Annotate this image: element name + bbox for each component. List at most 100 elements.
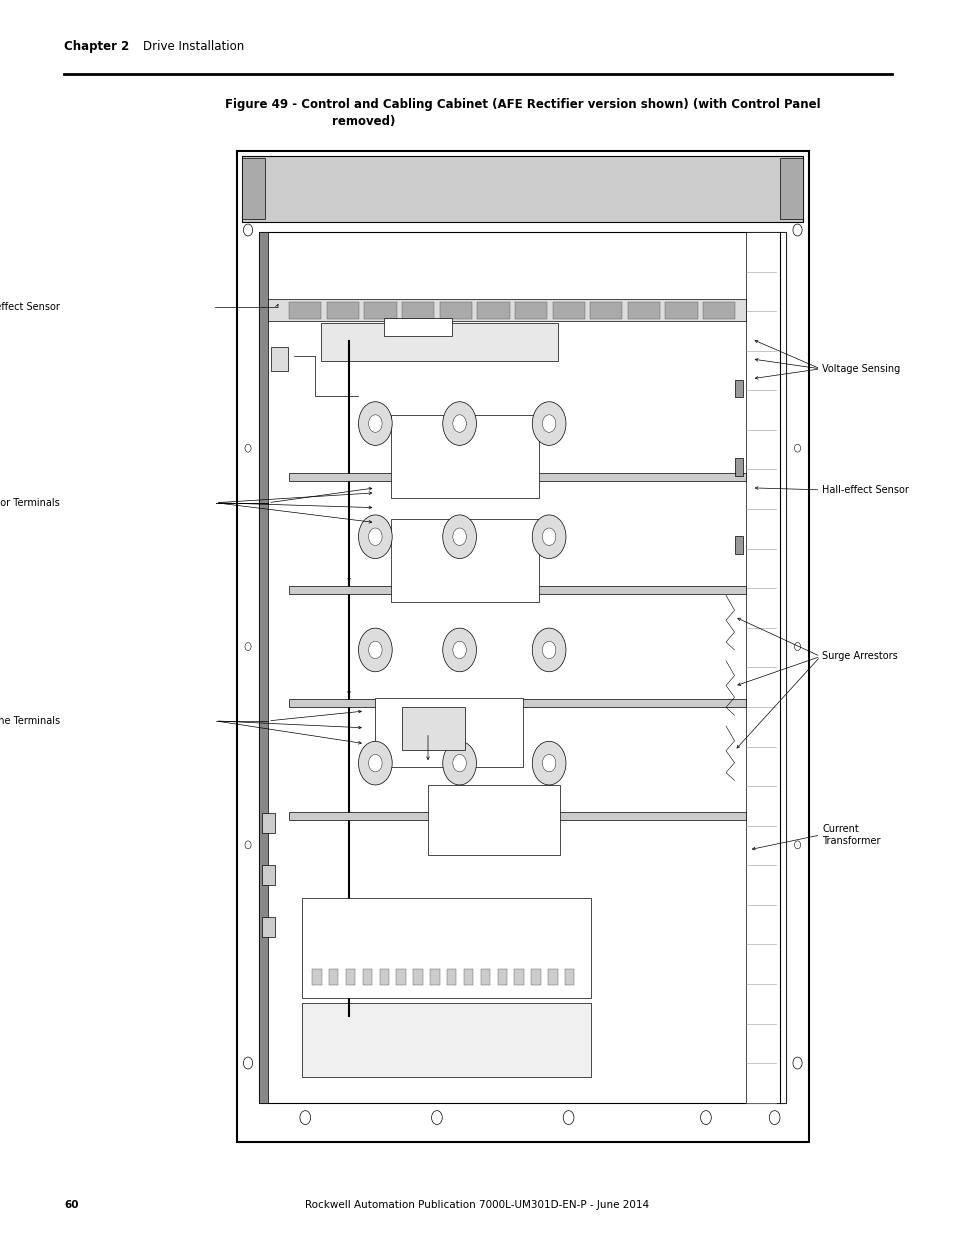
Text: Figure 49 - Control and Cabling Cabinet (AFE Rectifier version shown) (with Cont: Figure 49 - Control and Cabling Cabinet … xyxy=(225,98,820,111)
Circle shape xyxy=(794,445,800,452)
Bar xyxy=(364,301,396,319)
Circle shape xyxy=(442,401,476,446)
Circle shape xyxy=(532,515,565,558)
Circle shape xyxy=(794,642,800,651)
Bar xyxy=(515,301,547,319)
Circle shape xyxy=(542,755,556,772)
Circle shape xyxy=(245,841,251,848)
Bar xyxy=(289,813,745,820)
Text: Line Terminals: Line Terminals xyxy=(0,716,60,726)
Bar xyxy=(320,324,558,361)
Bar xyxy=(259,232,268,1103)
Bar xyxy=(301,898,591,998)
Bar xyxy=(271,347,288,372)
Bar xyxy=(289,473,745,480)
Text: 60: 60 xyxy=(64,1200,78,1210)
Circle shape xyxy=(542,641,556,658)
Circle shape xyxy=(453,415,466,432)
Circle shape xyxy=(358,401,392,446)
Bar xyxy=(383,319,452,336)
Bar xyxy=(413,969,422,986)
Bar xyxy=(262,866,274,885)
Bar xyxy=(734,536,742,555)
Circle shape xyxy=(542,415,556,432)
Bar xyxy=(391,520,538,601)
Bar xyxy=(590,301,621,319)
Bar xyxy=(745,232,785,1103)
Circle shape xyxy=(792,1057,801,1070)
Text: Hall-effect Sensor: Hall-effect Sensor xyxy=(0,303,60,312)
Text: Surge Arrestors: Surge Arrestors xyxy=(821,651,897,662)
Circle shape xyxy=(431,1110,442,1125)
Bar xyxy=(702,301,735,319)
Bar xyxy=(463,969,473,986)
Bar xyxy=(242,157,802,222)
Circle shape xyxy=(358,741,392,785)
Bar xyxy=(375,698,522,767)
Bar xyxy=(428,785,559,855)
Circle shape xyxy=(532,741,565,785)
Text: Chapter 2: Chapter 2 xyxy=(64,40,129,53)
Bar xyxy=(327,301,358,319)
Bar xyxy=(362,969,372,986)
Circle shape xyxy=(542,529,556,546)
Bar xyxy=(627,301,659,319)
Circle shape xyxy=(532,401,565,446)
Bar xyxy=(346,969,355,986)
Circle shape xyxy=(792,224,801,236)
Bar xyxy=(289,587,745,594)
Circle shape xyxy=(245,642,251,651)
Bar xyxy=(289,699,745,708)
Bar xyxy=(780,158,802,219)
Bar xyxy=(430,969,439,986)
Circle shape xyxy=(442,741,476,785)
Bar xyxy=(514,969,523,986)
Circle shape xyxy=(794,841,800,848)
Bar xyxy=(396,969,405,986)
Bar xyxy=(401,706,464,750)
Bar xyxy=(312,969,321,986)
Circle shape xyxy=(442,515,476,558)
Bar xyxy=(439,301,472,319)
Text: Current
Transformer: Current Transformer xyxy=(821,824,880,846)
Circle shape xyxy=(453,755,466,772)
Bar xyxy=(734,379,742,398)
Text: Motor Terminals: Motor Terminals xyxy=(0,498,60,508)
Circle shape xyxy=(358,515,392,558)
Bar xyxy=(236,151,808,1142)
Bar xyxy=(301,1003,591,1077)
Bar xyxy=(734,458,742,475)
Circle shape xyxy=(299,1110,311,1125)
Bar xyxy=(262,918,274,937)
Text: Drive Installation: Drive Installation xyxy=(143,40,244,53)
Circle shape xyxy=(453,641,466,658)
Circle shape xyxy=(442,629,476,672)
Bar xyxy=(259,232,785,1103)
Bar xyxy=(447,969,456,986)
Bar xyxy=(552,301,584,319)
Bar xyxy=(289,301,321,319)
Bar xyxy=(480,969,490,986)
Bar xyxy=(547,969,557,986)
Text: removed): removed) xyxy=(332,115,395,128)
Bar xyxy=(497,969,506,986)
Bar xyxy=(391,415,538,498)
Bar xyxy=(329,969,338,986)
Bar xyxy=(379,969,389,986)
Circle shape xyxy=(768,1110,780,1125)
Bar xyxy=(564,969,574,986)
Bar xyxy=(476,301,509,319)
Text: Rockwell Automation Publication 7000L-UM301D-EN-P - June 2014: Rockwell Automation Publication 7000L-UM… xyxy=(305,1200,648,1210)
Circle shape xyxy=(368,641,382,658)
Circle shape xyxy=(368,415,382,432)
Bar xyxy=(401,301,434,319)
Bar xyxy=(665,301,697,319)
Text: Hall-effect Sensor: Hall-effect Sensor xyxy=(821,485,908,495)
Circle shape xyxy=(243,1057,253,1070)
Bar xyxy=(242,158,265,219)
Circle shape xyxy=(368,755,382,772)
Circle shape xyxy=(453,529,466,546)
Text: Voltage Sensing: Voltage Sensing xyxy=(821,364,900,374)
Circle shape xyxy=(562,1110,574,1125)
Circle shape xyxy=(368,529,382,546)
